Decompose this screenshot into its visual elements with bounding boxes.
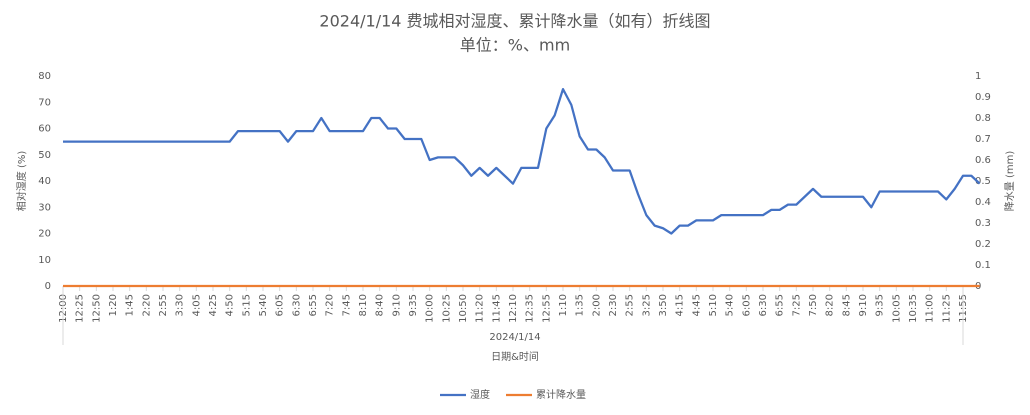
x-tick-label: 8:40 — [375, 294, 386, 316]
x-tick-label: 12:50 — [91, 294, 102, 323]
x-tick-label: 11:20 — [475, 294, 486, 323]
x-tick-label: 10:25 — [441, 294, 452, 323]
x-axis-label: 日期&时间 — [491, 350, 539, 363]
x-tick-label: 12:55 — [541, 294, 552, 323]
x-tick-label: 12:35 — [525, 294, 536, 323]
y2-tick-label: 0.6 — [975, 155, 991, 166]
x-tick-label: 9:10 — [858, 294, 869, 316]
y2-tick-label: 0.4 — [975, 197, 991, 208]
legend-label: 累计降水量 — [536, 388, 586, 401]
y2-tick-label: 1 — [975, 71, 981, 82]
y-tick-label: 20 — [38, 229, 51, 240]
x-tick-label: 10:35 — [908, 294, 919, 323]
x-tick-label: 5:10 — [708, 294, 719, 316]
legend-label: 湿度 — [470, 388, 490, 401]
y-tick-label: 30 — [38, 202, 51, 213]
x-tick-label: 6:05 — [741, 294, 752, 316]
x-tick-label: 6:55 — [308, 294, 319, 316]
x-tick-label: 3:30 — [175, 294, 186, 316]
y-tick-label: 40 — [38, 176, 51, 187]
x-tick-label: 8:45 — [841, 294, 852, 316]
x-tick-label: 4:15 — [675, 294, 686, 316]
y-tick-label: 60 — [38, 124, 51, 135]
x-group-label: 2024/1/14 — [489, 332, 540, 343]
x-tick-label: 12:25 — [75, 294, 86, 323]
y2-tick-label: 0.1 — [975, 260, 991, 271]
x-tick-label: 12:10 — [508, 294, 519, 323]
y2-tick-label: 0.5 — [975, 176, 991, 187]
x-tick-label: 8:20 — [825, 294, 836, 316]
x-tick-label: 5:40 — [725, 294, 736, 316]
y2-axis-label: 降水量 (mm) — [1003, 151, 1016, 212]
x-tick-label: 1:35 — [575, 294, 586, 316]
x-tick-label: 6:30 — [291, 294, 302, 316]
x-tick-label: 7:20 — [325, 294, 336, 316]
y2-tick-label: 0.7 — [975, 134, 991, 145]
x-tick-label: 7:45 — [341, 294, 352, 316]
x-tick-label: 2:55 — [158, 294, 169, 316]
x-tick-label: 4:25 — [208, 294, 219, 316]
y2-tick-label: 0.9 — [975, 92, 991, 103]
chart-subtitle: 单位：%、mm — [460, 36, 570, 55]
x-tick-label: 7:50 — [808, 294, 819, 316]
x-tick-label: 2:20 — [141, 294, 152, 316]
x-tick-label: 10:50 — [458, 294, 469, 323]
x-tick-label: 4:45 — [691, 294, 702, 316]
x-tick-label: 9:35 — [408, 294, 419, 316]
x-tick-label: 6:30 — [758, 294, 769, 316]
x-tick-label: 9:10 — [391, 294, 402, 316]
x-tick-label: 2:55 — [625, 294, 636, 316]
x-tick-label: 7:25 — [791, 294, 802, 316]
x-tick-label: 4:50 — [225, 294, 236, 316]
x-tick-label: 5:15 — [241, 294, 252, 316]
y-tick-label: 80 — [38, 71, 51, 82]
chart-title: 2024/1/14 费城相对湿度、累计降水量（如有）折线图 — [319, 12, 710, 31]
y-axis-label: 相对湿度 (%) — [15, 151, 28, 212]
y-tick-label: 50 — [38, 150, 51, 161]
x-tick-label: 10:05 — [891, 294, 902, 323]
y-tick-label: 70 — [38, 97, 51, 108]
y2-tick-label: 0.8 — [975, 113, 991, 124]
x-tick-label: 8:10 — [358, 294, 369, 316]
x-tick-label: 2:30 — [608, 294, 619, 316]
x-tick-label: 6:05 — [275, 294, 286, 316]
series-line — [63, 88, 981, 235]
x-tick-label: 1:45 — [125, 294, 136, 316]
x-tick-label: 9:35 — [875, 294, 886, 316]
x-tick-label: 11:25 — [941, 294, 952, 323]
x-tick-label: 11:45 — [491, 294, 502, 323]
y2-tick-label: 0.3 — [975, 218, 991, 229]
x-tick-label: 4:05 — [191, 294, 202, 316]
x-tick-label: 11:00 — [925, 294, 936, 323]
x-tick-label: 6:55 — [775, 294, 786, 316]
x-tick-label: 3:25 — [641, 294, 652, 316]
x-tick-label: 1:10 — [558, 294, 569, 316]
x-tick-label: 3:50 — [658, 294, 669, 316]
x-tick-label: 1:20 — [108, 294, 119, 316]
x-tick-label: 5:40 — [258, 294, 269, 316]
y-tick-label: 10 — [38, 255, 51, 266]
y-tick-label: 0 — [45, 281, 51, 292]
y2-tick-label: 0.2 — [975, 239, 991, 250]
x-tick-label: 10:00 — [425, 294, 436, 323]
x-tick-label: 2:00 — [591, 294, 602, 316]
